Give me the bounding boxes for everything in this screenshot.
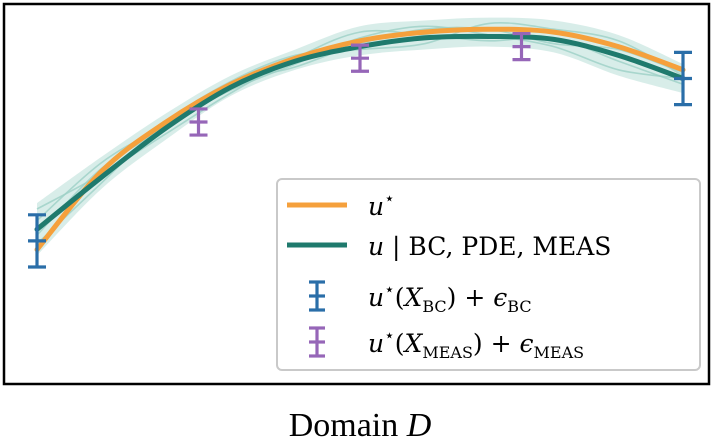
meas-errorbar xyxy=(512,31,531,62)
bc-errorbar xyxy=(674,50,692,107)
legend-label-true-solution: u⋆ xyxy=(368,189,395,221)
legend: u⋆ u | BC, PDE, MEAS u⋆(XBC) + ϵBC u⋆(XM… xyxy=(276,178,701,371)
bc-errorbar xyxy=(28,213,46,269)
legend-swatch-meas-errorbar xyxy=(309,326,325,358)
legend-label-meas: u⋆(XMEAS) + ϵMEAS xyxy=(368,326,584,362)
legend-swatch-bc-errorbar xyxy=(309,280,325,312)
legend-label-bc: u⋆(XBC) + ϵBC xyxy=(368,280,532,316)
x-axis-label: Domain D xyxy=(289,407,432,444)
plot-area xyxy=(28,17,692,269)
meas-errorbar xyxy=(351,43,369,73)
meas-errorbar xyxy=(189,107,208,137)
legend-frame xyxy=(276,178,701,371)
true-solution-line xyxy=(34,26,686,253)
legend-label-posterior: u | BC, PDE, MEAS xyxy=(368,232,611,262)
